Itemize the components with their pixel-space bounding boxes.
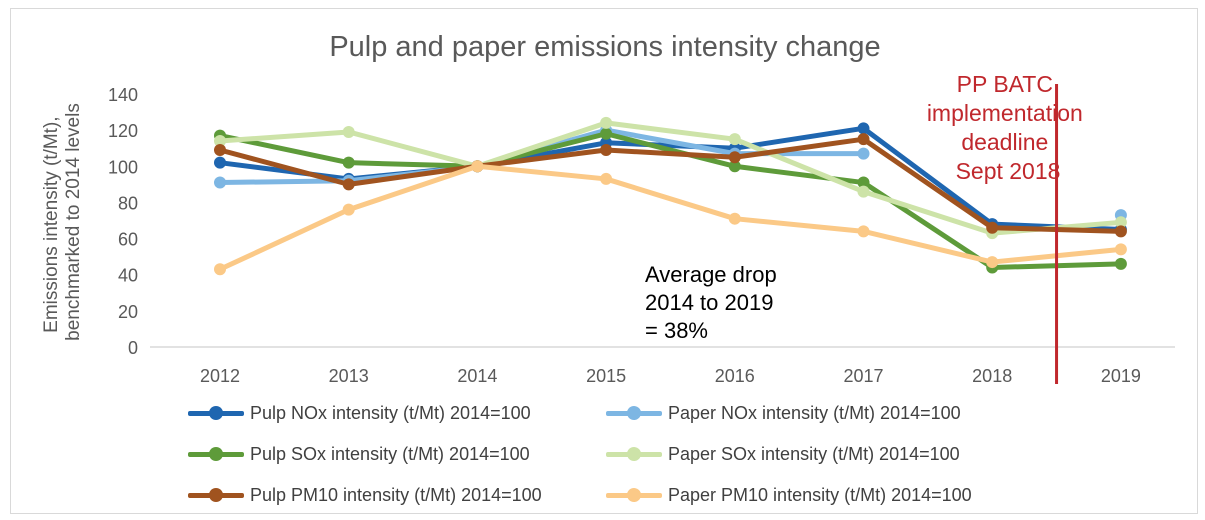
x-axis-ticks: 2012 2013 2014 2015 2016 2017 2018 2019: [200, 366, 1141, 386]
legend-swatch-pulp-pm10: [188, 488, 244, 502]
data-point: [600, 116, 613, 129]
data-point: [857, 133, 870, 146]
legend-label-pulp-sox: Pulp SOx intensity (t/Mt) 2014=100: [250, 443, 530, 464]
series-line: [217, 136, 1124, 234]
x-tick-label: 2017: [843, 366, 883, 386]
series-line: [217, 163, 1124, 272]
data-point: [214, 176, 226, 189]
y-axis-ticks: 0 20 40 60 80 100 120 140: [108, 85, 138, 358]
data-point: [342, 203, 355, 216]
chart-title: Pulp and paper emissions intensity chang…: [329, 31, 880, 63]
legend-label-pulp-nox: Pulp NOx intensity (t/Mt) 2014=100: [250, 402, 531, 423]
y-tick-label: 60: [118, 230, 138, 250]
y-tick-label: 120: [108, 121, 138, 141]
data-point: [857, 185, 870, 198]
data-point: [857, 225, 870, 238]
data-point: [214, 263, 226, 276]
average-drop-line-1: Average drop: [645, 262, 777, 287]
data-point: [342, 156, 355, 169]
legend-swatch-pulp-nox: [188, 406, 244, 420]
x-tick-label: 2018: [972, 366, 1012, 386]
series-5: [214, 160, 1127, 276]
y-tick-label: 0: [128, 338, 138, 358]
y-tick-label: 80: [118, 193, 138, 213]
data-point: [600, 144, 613, 157]
legend-label-pulp-pm10: Pulp PM10 intensity (t/Mt) 2014=100: [250, 484, 542, 505]
deadline-line-2: implementation: [927, 100, 1083, 126]
legend-label-paper-pm10: Paper PM10 intensity (t/Mt) 2014=100: [668, 484, 972, 505]
series-line: [217, 131, 1124, 270]
x-tick-label: 2014: [457, 366, 497, 386]
data-point: [728, 212, 741, 225]
x-tick-label: 2012: [200, 366, 240, 386]
data-point: [600, 172, 613, 185]
series-line: [217, 120, 1124, 236]
y-tick-label: 20: [118, 302, 138, 322]
series-lines: [214, 116, 1127, 276]
data-point: [342, 178, 355, 191]
data-point: [1114, 225, 1127, 238]
series-4: [214, 133, 1127, 238]
legend-item-paper-pm10: Paper PM10 intensity (t/Mt) 2014=100: [606, 482, 972, 508]
legend-swatch-paper-pm10: [606, 488, 662, 502]
deadline-line-3: deadline: [961, 129, 1048, 155]
data-point: [857, 147, 870, 160]
data-point: [986, 256, 999, 269]
y-tick-label: 140: [108, 85, 138, 105]
x-tick-label: 2016: [715, 366, 755, 386]
legend-item-pulp-nox: Pulp NOx intensity (t/Mt) 2014=100: [188, 400, 531, 426]
x-tick-label: 2019: [1101, 366, 1141, 386]
y-tick-label: 100: [108, 157, 138, 177]
deadline-line-1: PP BATC: [957, 71, 1053, 97]
data-point: [214, 134, 226, 147]
average-drop-annotation: Average drop 2014 to 2019 = 38%: [645, 262, 783, 343]
y-tick-label: 40: [118, 266, 138, 286]
data-point: [214, 156, 226, 169]
data-point: [1114, 257, 1127, 270]
data-point: [986, 221, 999, 234]
data-point: [1114, 243, 1127, 256]
y-axis-label: Emissions intensity (t/Mt), benchmarked …: [41, 103, 84, 341]
deadline-line-4: Sept 2018: [956, 158, 1061, 184]
data-point: [728, 133, 741, 146]
data-point: [857, 122, 870, 135]
legend-label-paper-sox: Paper SOx intensity (t/Mt) 2014=100: [668, 443, 960, 464]
series-3: [214, 116, 1127, 240]
data-point: [342, 125, 355, 138]
average-drop-line-3: = 38%: [645, 318, 708, 343]
data-point: [857, 176, 870, 189]
data-point: [728, 160, 741, 173]
y-axis-label-line-1: Emissions intensity (t/Mt),: [41, 116, 62, 332]
legend-item-pulp-pm10: Pulp PM10 intensity (t/Mt) 2014=100: [188, 482, 542, 508]
legend-swatch-paper-sox: [606, 447, 662, 461]
legend-swatch-pulp-sox: [188, 447, 244, 461]
data-point: [214, 144, 226, 157]
legend-swatch-paper-nox: [606, 406, 662, 420]
legend-item-paper-nox: Paper NOx intensity (t/Mt) 2014=100: [606, 400, 961, 426]
legend-item-paper-sox: Paper SOx intensity (t/Mt) 2014=100: [606, 441, 960, 467]
y-axis-label-line-2: benchmarked to 2014 levels: [63, 103, 84, 341]
x-tick-label: 2013: [329, 366, 369, 386]
deadline-annotation: PP BATC implementation deadline Sept 201…: [927, 71, 1089, 184]
legend-item-pulp-sox: Pulp SOx intensity (t/Mt) 2014=100: [188, 441, 530, 467]
average-drop-line-2: 2014 to 2019: [645, 290, 773, 315]
data-point: [1114, 216, 1127, 229]
x-tick-label: 2015: [586, 366, 626, 386]
data-point: [600, 127, 613, 140]
data-point: [728, 151, 741, 164]
legend-label-paper-nox: Paper NOx intensity (t/Mt) 2014=100: [668, 402, 961, 423]
data-point: [471, 160, 484, 173]
